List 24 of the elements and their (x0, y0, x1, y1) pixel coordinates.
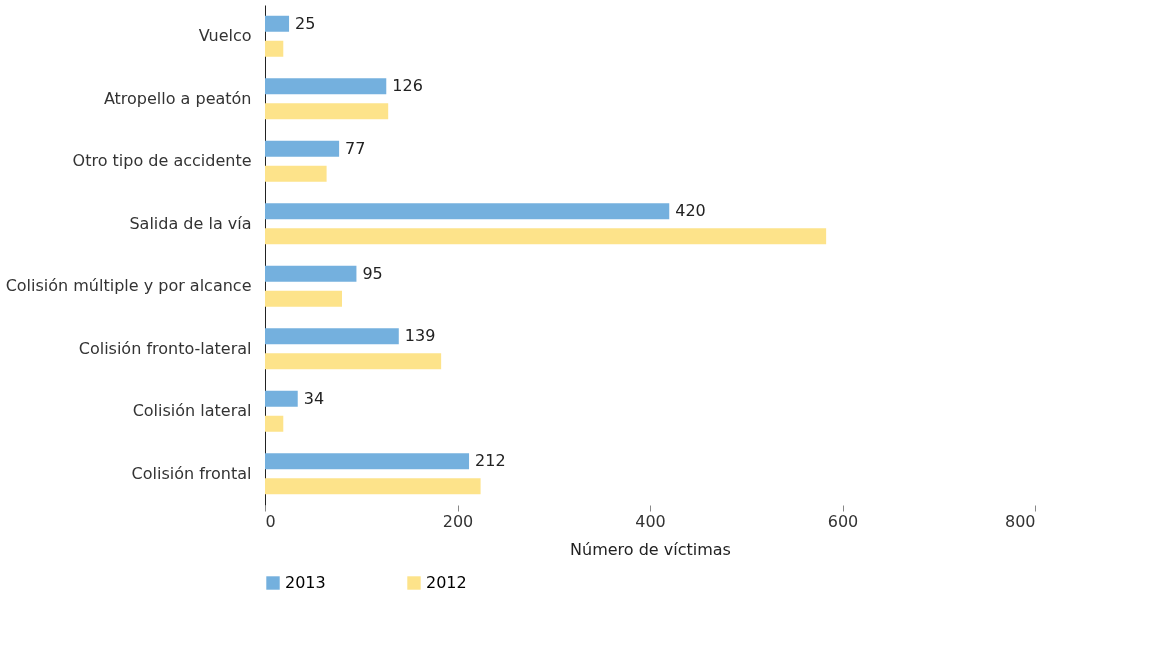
x-tick-label: 800 (1004, 511, 1036, 531)
y-tick-label: Atropello a peatón (103, 88, 252, 108)
x-tick-label: 400 (635, 511, 666, 531)
data-label: 139 (404, 326, 436, 346)
data-label: 95 (362, 263, 383, 283)
data-label: 212 (475, 451, 506, 471)
y-tick-label: Salida de la vía (129, 213, 252, 233)
y-tick-label: Otro tipo de accidente (72, 151, 252, 171)
x-axis-title: Número de víctimas (570, 539, 731, 559)
y-tick-label: Colisión fronto-lateral (78, 338, 252, 358)
x-tick-label: 200 (442, 511, 474, 531)
legend-label: 2013 (285, 573, 326, 592)
y-tick-label: Colisión frontal (131, 463, 252, 483)
data-label: 25 (295, 13, 316, 33)
data-label: 126 (392, 76, 423, 96)
y-tick-label: Vuelco (198, 26, 252, 46)
data-label: 34 (303, 388, 325, 408)
y-tick-label: Colisión lateral (132, 401, 252, 421)
data-label: 77 (345, 138, 366, 158)
data-label: 420 (675, 201, 706, 221)
x-tick-label: 600 (827, 511, 859, 531)
x-tick-label: 0 (265, 511, 276, 531)
legend-label: 2012 (426, 573, 467, 592)
y-tick-label: Colisión múltiple y por alcance (5, 276, 252, 296)
